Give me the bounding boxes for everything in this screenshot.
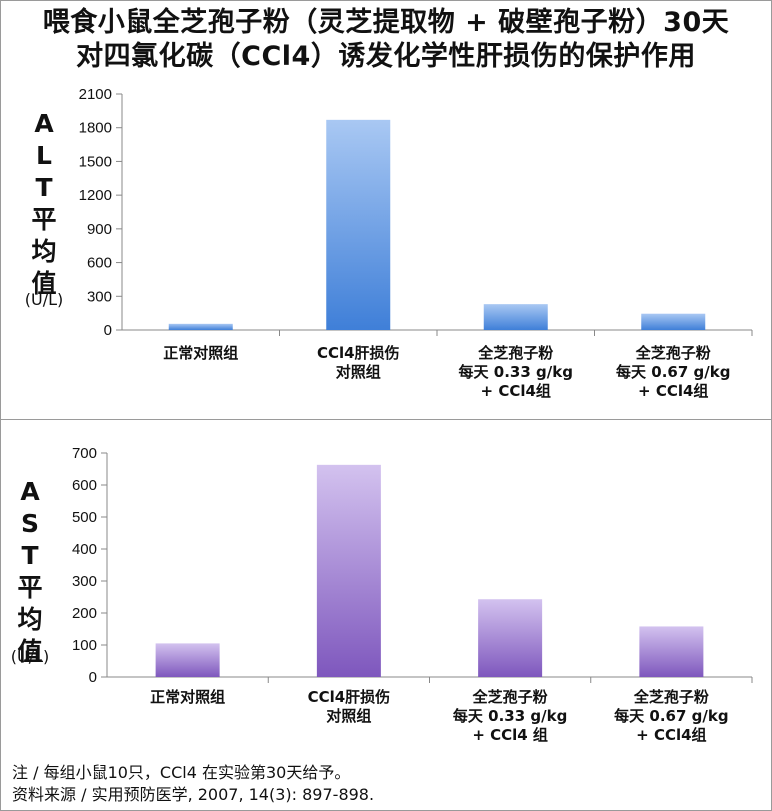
ast-y-tick-label: 700 bbox=[72, 445, 97, 462]
alt-bar-2 bbox=[326, 119, 391, 330]
ast-bar-2 bbox=[316, 464, 381, 677]
ast-y-tick-label: 500 bbox=[72, 509, 97, 526]
ast-category-label: 正常对照组 bbox=[150, 688, 225, 706]
ast-category-label: + CCl4 组 bbox=[472, 726, 548, 744]
ast-category-label: 全芝孢子粉 bbox=[472, 688, 548, 706]
ast-y-tick-label: 100 bbox=[72, 637, 97, 654]
footnote-source: 资料来源 / 实用预防医学, 2007, 14(3): 897-898. bbox=[12, 785, 375, 804]
ast-y-axis-label-char: 值 bbox=[17, 637, 42, 666]
ast-y-axis-label-char: T bbox=[21, 541, 38, 570]
alt-y-tick-label: 300 bbox=[87, 288, 112, 305]
alt-category-label: + CCl4组 bbox=[638, 382, 708, 400]
alt-y-tick-label: 900 bbox=[87, 221, 112, 238]
ast-category-label: 每天 0.33 g/kg bbox=[453, 707, 567, 725]
alt-y-tick-label: 1200 bbox=[79, 187, 112, 204]
alt-bar-3 bbox=[483, 304, 548, 330]
chart-title: 喂食小鼠全芝孢子粉（灵芝提取物 + 破壁孢子粉）30天 对四氯化碳（CCl4）诱… bbox=[0, 6, 772, 74]
alt-y-axis-label-char: 值 bbox=[31, 269, 56, 298]
ast-category-label: 对照组 bbox=[326, 707, 371, 725]
alt-y-tick-label: 2100 bbox=[79, 86, 112, 103]
alt-category-label: 正常对照组 bbox=[163, 344, 238, 362]
ast-y-tick-label: 400 bbox=[72, 541, 97, 558]
ast-y-axis-label-char: S bbox=[21, 509, 39, 538]
alt-bar-1 bbox=[168, 323, 233, 330]
chart-title-line-2: 对四氯化碳（CCl4）诱发化学性肝损伤的保护作用 bbox=[76, 41, 696, 72]
alt-y-tick-label: 600 bbox=[87, 255, 112, 272]
footnote-sample-size: 注 / 每组小鼠10只，CCl4 在实验第30天给予。 bbox=[12, 763, 351, 782]
alt-category-label: + CCl4组 bbox=[481, 382, 551, 400]
alt-category-label: 全芝孢子粉 bbox=[477, 344, 553, 362]
ast-bar-4 bbox=[639, 626, 704, 677]
alt-y-axis-label-char: 平 bbox=[31, 205, 56, 234]
ast-y-tick-label: 0 bbox=[89, 669, 97, 686]
ast-y-axis-unit: (U/L) bbox=[11, 647, 50, 666]
alt-category-label: 对照组 bbox=[336, 363, 381, 381]
ast-bar-3 bbox=[478, 599, 543, 677]
alt-category-label: 每天 0.67 g/kg bbox=[616, 363, 730, 381]
alt-y-tick-label: 1800 bbox=[79, 120, 112, 137]
footnotes: 注 / 每组小鼠10只，CCl4 在实验第30天给予。 资料来源 / 实用预防医… bbox=[12, 762, 374, 806]
alt-y-tick-label: 0 bbox=[104, 322, 112, 339]
ast-category-label: CCl4肝损伤 bbox=[308, 688, 391, 706]
alt-y-axis-label-char: L bbox=[36, 141, 52, 170]
alt-bar-4 bbox=[641, 313, 706, 330]
ast-y-axis-label-char: A bbox=[20, 477, 40, 506]
alt-y-axis-unit: (U/L) bbox=[25, 290, 64, 309]
alt-y-axis-label-char: 均 bbox=[31, 237, 56, 266]
ast-category-label: 全芝孢子粉 bbox=[633, 688, 709, 706]
ast-y-tick-label: 200 bbox=[72, 605, 97, 622]
alt-y-axis-label-char: T bbox=[35, 173, 52, 202]
alt-category-label: CCl4肝损伤 bbox=[317, 344, 400, 362]
alt-category-label: 全芝孢子粉 bbox=[635, 344, 711, 362]
ast-category-label: + CCl4组 bbox=[636, 726, 706, 744]
ast-bar-1 bbox=[155, 643, 220, 677]
alt-y-axis-label-char: A bbox=[34, 109, 54, 138]
alt-category-label: 每天 0.33 g/kg bbox=[459, 363, 573, 381]
alt-y-tick-label: 1500 bbox=[79, 153, 112, 170]
ast-y-axis-label-char: 均 bbox=[17, 605, 42, 634]
ast-y-axis-label-char: 平 bbox=[17, 573, 42, 602]
chart-title-line-1: 喂食小鼠全芝孢子粉（灵芝提取物 + 破壁孢子粉）30天 bbox=[42, 7, 730, 38]
panel-divider bbox=[0, 419, 772, 420]
ast-y-tick-label: 300 bbox=[72, 573, 97, 590]
ast-y-tick-label: 600 bbox=[72, 477, 97, 494]
ast-category-label: 每天 0.67 g/kg bbox=[614, 707, 728, 725]
